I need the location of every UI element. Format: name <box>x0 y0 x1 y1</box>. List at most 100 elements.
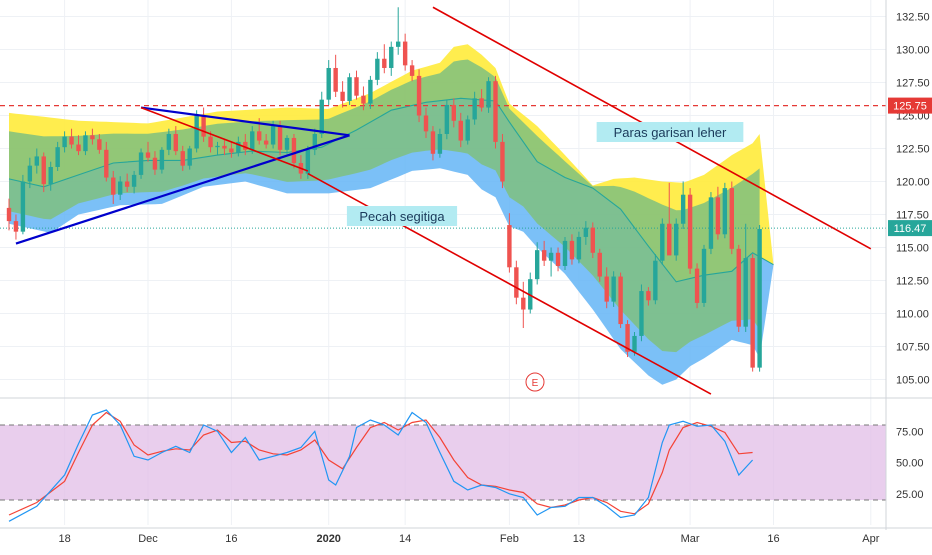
candle <box>166 128 172 156</box>
candle-body <box>389 46 394 68</box>
candle <box>83 131 88 156</box>
candle <box>319 91 324 138</box>
candle <box>291 133 297 169</box>
candle-body <box>701 248 707 303</box>
candle-body <box>541 250 547 261</box>
price-tick-label: 105.00 <box>896 375 930 387</box>
candle-body <box>138 152 144 175</box>
candle-body <box>604 276 609 302</box>
oscillator-tick-label: 25.00 <box>896 489 924 501</box>
candle-body <box>368 79 373 104</box>
candle <box>201 107 206 142</box>
resistance-price-badge-box <box>888 97 932 114</box>
earnings-marker-circle <box>525 372 545 392</box>
candle-body <box>124 181 130 187</box>
resistance-price-badge: 125.75 <box>888 97 932 114</box>
last-price-badge: 116.47 <box>888 220 932 237</box>
candle-body <box>423 115 429 132</box>
time-tick-label: 16 <box>225 533 237 545</box>
candle <box>396 7 401 55</box>
candle <box>548 247 554 277</box>
candle-body <box>479 98 484 108</box>
candle-body <box>757 229 762 368</box>
candle-body <box>521 297 526 310</box>
candle <box>326 60 331 105</box>
candle-body <box>660 223 665 261</box>
candle-body <box>131 174 137 187</box>
candle <box>604 267 609 309</box>
trendlines[interactable] <box>15 6 872 395</box>
candle <box>646 287 651 306</box>
last-price-badge-text: 116.47 <box>894 223 927 235</box>
candle <box>569 234 575 265</box>
triangle-break-label: Pecah segitiga <box>346 206 458 226</box>
candle <box>444 99 450 140</box>
candle <box>368 75 373 109</box>
candle-body <box>674 223 679 256</box>
candle-body <box>514 267 519 298</box>
candle-body <box>548 252 554 261</box>
candle <box>131 170 137 194</box>
oscillator-k-line <box>8 409 754 522</box>
candle <box>145 141 151 162</box>
candle <box>583 221 589 245</box>
triangle-upper-line <box>140 106 350 137</box>
candle <box>472 91 477 125</box>
candle-body <box>458 120 463 141</box>
candle-body <box>187 148 192 166</box>
candle-body <box>687 194 693 269</box>
candle-body <box>437 133 443 154</box>
candle <box>465 115 470 145</box>
candle-body <box>166 133 172 150</box>
candle-body <box>62 136 67 148</box>
time-tick-label: Apr <box>862 533 879 545</box>
triangle-break-label-box <box>346 206 458 226</box>
candle-body <box>13 221 19 232</box>
candle-body <box>750 258 755 368</box>
price-tick-label: 107.50 <box>896 342 930 354</box>
candle-body <box>632 335 637 352</box>
candle <box>20 174 26 235</box>
candle <box>562 236 568 270</box>
candle <box>402 33 408 71</box>
candle-body <box>104 149 109 178</box>
candle <box>215 141 220 156</box>
candle <box>667 182 672 256</box>
neckline-label-text: Paras garisan leher <box>614 125 727 140</box>
candle-body <box>500 141 505 182</box>
candle-body <box>409 65 415 76</box>
candle <box>124 173 130 193</box>
candlesticks[interactable] <box>6 7 762 372</box>
candle <box>27 157 33 189</box>
candle <box>222 139 227 156</box>
candle-body <box>340 91 345 101</box>
candle-body <box>667 223 672 256</box>
candle <box>750 254 755 372</box>
candle-body <box>34 156 39 166</box>
oscillator-tick-label: 75.00 <box>896 426 924 438</box>
candle-body <box>646 291 651 301</box>
time-tick-label: 13 <box>573 533 585 545</box>
candle <box>409 60 415 82</box>
candle-body <box>236 141 241 153</box>
candle-body <box>326 67 331 100</box>
candle <box>500 133 505 189</box>
candle-body <box>451 104 456 121</box>
candle-body <box>708 197 714 249</box>
candle-body <box>361 95 366 104</box>
candle <box>416 69 422 123</box>
candle <box>340 81 345 108</box>
candle <box>625 320 630 358</box>
oscillator-d-line <box>8 411 753 516</box>
candle-body <box>277 126 283 150</box>
candle <box>590 222 595 259</box>
price-tick-label: 122.50 <box>896 144 930 156</box>
candle <box>694 263 700 309</box>
channel-start-line <box>140 106 309 172</box>
candle-body <box>284 137 290 150</box>
candle-body <box>69 136 74 145</box>
candle-body <box>597 252 602 277</box>
